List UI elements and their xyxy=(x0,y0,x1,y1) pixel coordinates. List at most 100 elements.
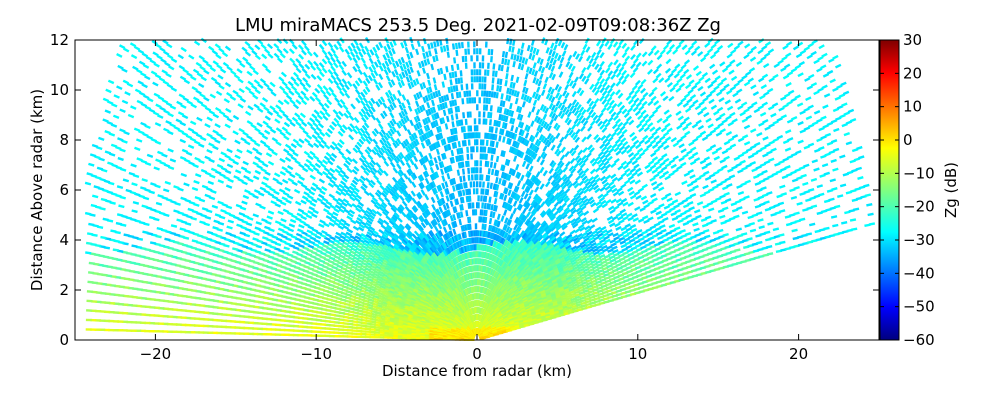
radar-gate xyxy=(478,48,482,55)
radar-data xyxy=(84,36,876,342)
radar-gate xyxy=(482,104,486,111)
radar-gate xyxy=(475,174,479,181)
radar-gate xyxy=(469,111,472,118)
radar-gate xyxy=(464,48,468,55)
radar-gate xyxy=(179,227,186,232)
radar-gate xyxy=(484,41,488,48)
radar-gate xyxy=(149,241,157,245)
radar-gate xyxy=(473,48,476,55)
radar-gate xyxy=(464,55,468,62)
radar-gate xyxy=(477,202,480,209)
radar-gate xyxy=(88,261,95,265)
radar-gate xyxy=(468,195,472,202)
radar-gate xyxy=(142,230,149,235)
radar-gate xyxy=(465,83,469,90)
radar-gate xyxy=(483,97,486,104)
radar-gate xyxy=(471,202,475,209)
radar-gate xyxy=(90,203,97,208)
radar-gate xyxy=(476,104,479,111)
radar-gate xyxy=(141,204,148,209)
radar-gate xyxy=(191,239,198,243)
radar-gate xyxy=(156,226,163,231)
radar-gate xyxy=(473,125,477,132)
radar-gate xyxy=(473,118,477,125)
radar-gate xyxy=(481,83,484,90)
radar-gate xyxy=(481,139,485,146)
radar-gate xyxy=(476,76,479,83)
radar-gate xyxy=(481,62,485,69)
radar-gate xyxy=(464,118,468,125)
radar-gate xyxy=(476,48,479,55)
radar-gate xyxy=(85,318,92,322)
radar-gate xyxy=(470,69,474,76)
radar-gate xyxy=(123,233,130,237)
radar-gate xyxy=(479,216,483,223)
radar-gate xyxy=(460,42,464,49)
radar-gate xyxy=(87,280,94,284)
radar-gate xyxy=(468,90,472,97)
radar-gate xyxy=(478,69,482,76)
radar-gate xyxy=(481,76,484,83)
radar-gate xyxy=(473,76,476,83)
radar-gate xyxy=(483,83,487,90)
radar-gate xyxy=(466,97,469,104)
radar-gate xyxy=(476,230,480,237)
radar-gate xyxy=(84,211,92,216)
radar-gate xyxy=(474,209,478,216)
radar-gate xyxy=(110,229,117,233)
radar-gate xyxy=(86,232,94,236)
radar-gate xyxy=(475,181,479,188)
radar-gate xyxy=(115,221,123,226)
radar-gate xyxy=(84,181,92,186)
radar-gate xyxy=(478,83,482,90)
radar-gate xyxy=(468,202,472,209)
radar-gate xyxy=(466,146,470,153)
radar-gate xyxy=(206,230,214,235)
radar-gate xyxy=(86,299,93,303)
radar-gate xyxy=(164,237,171,242)
radar-gate xyxy=(464,62,468,69)
radar-gate xyxy=(471,97,474,104)
radar-gate xyxy=(476,55,479,62)
radar-gate xyxy=(478,97,481,104)
radar-gate xyxy=(484,69,487,76)
radar-gate xyxy=(93,185,100,190)
radar-gate xyxy=(479,181,482,188)
radar-gate xyxy=(92,194,99,199)
radar-gate xyxy=(472,188,476,195)
radar-gate xyxy=(483,76,487,83)
radar-gate xyxy=(473,69,476,76)
radar-gate xyxy=(118,204,125,209)
radar-gate xyxy=(483,90,487,97)
radar-gate xyxy=(100,235,107,240)
radar-gate xyxy=(112,248,119,252)
radar-gate xyxy=(467,139,471,146)
radar-gate xyxy=(477,195,480,202)
radar-gate xyxy=(176,218,183,223)
radar-gate xyxy=(478,62,482,69)
radar-gate xyxy=(476,69,479,76)
radar-gate xyxy=(475,132,479,139)
radar-gate xyxy=(170,224,178,228)
radar-gate xyxy=(475,125,479,132)
radar-gate xyxy=(469,181,473,188)
radar-gate xyxy=(232,247,239,251)
radar-gate xyxy=(88,222,95,227)
radar-gate xyxy=(85,251,92,255)
radar-gate xyxy=(469,125,473,132)
radar-gate xyxy=(476,90,479,97)
plot-area xyxy=(74,36,880,342)
radar-gate xyxy=(467,41,470,48)
radar-gate xyxy=(475,160,479,167)
radar-gate xyxy=(474,223,478,230)
radar-gate xyxy=(467,174,471,181)
radar-gate xyxy=(480,174,484,181)
radar-gate xyxy=(463,90,467,98)
radar-gate xyxy=(473,62,476,69)
radar-gate xyxy=(479,167,482,174)
radar-gate xyxy=(132,200,140,205)
radar-gate xyxy=(102,217,109,222)
radar-gate xyxy=(468,188,472,195)
radar-gate xyxy=(470,76,474,83)
